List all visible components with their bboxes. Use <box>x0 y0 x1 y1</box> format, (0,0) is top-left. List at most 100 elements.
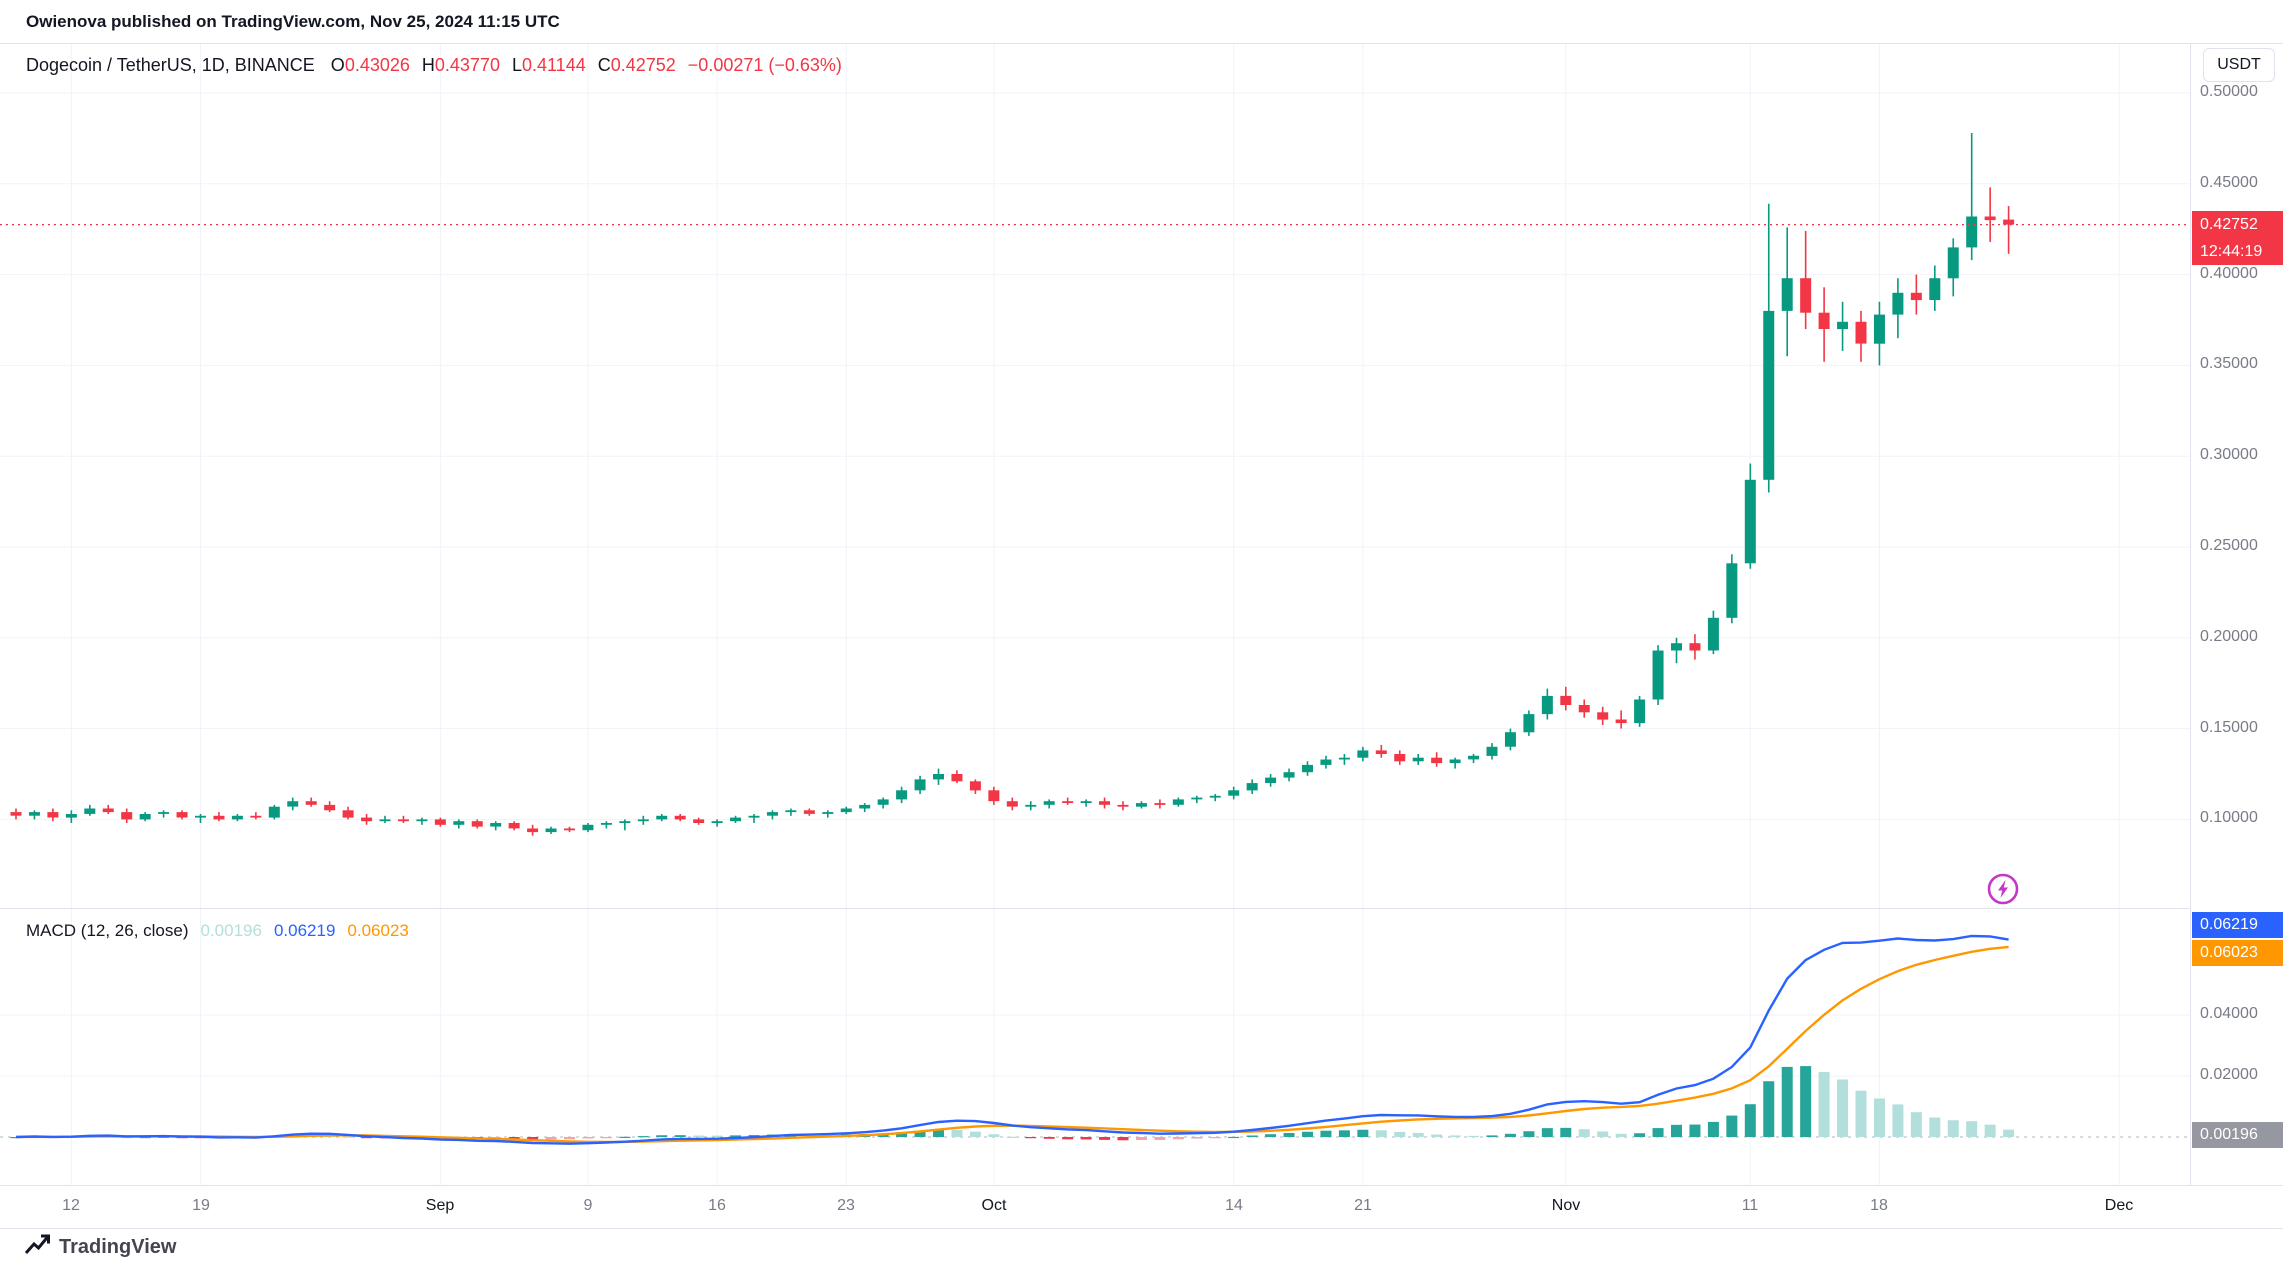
ohlc-low: L0.41144 <box>512 55 586 76</box>
histogram-bar <box>564 1137 575 1140</box>
candle <box>1966 216 1978 248</box>
candle <box>859 804 871 809</box>
tradingview-brand-text[interactable]: TradingView <box>59 1235 177 1258</box>
candle <box>1947 247 1959 279</box>
pane-divider[interactable] <box>0 908 2283 909</box>
ohlc-low-label: L <box>511 55 522 75</box>
candle <box>231 815 243 820</box>
candle <box>453 821 465 825</box>
time-axis-label: 9 <box>583 1197 593 1214</box>
candle <box>1671 643 1682 651</box>
candle <box>361 817 373 822</box>
price-axis[interactable]: USDT 0.42752 12:44:19 0.06219 0.06023 0.… <box>2190 0 2283 1185</box>
histogram-bar <box>1172 1137 1184 1140</box>
candle <box>674 815 686 820</box>
candle <box>1320 759 1332 765</box>
candle <box>397 819 409 822</box>
histogram-bar <box>656 1135 668 1137</box>
candle <box>471 821 483 827</box>
ohlc-low-value: 0.41144 <box>521 55 586 75</box>
candle <box>1597 712 1609 720</box>
time-axis[interactable]: 12 19 Sep 9 16 23 Oct 14 21 Nov 11 18 Dec <box>0 1185 2283 1228</box>
flash-icon[interactable] <box>1985 871 2021 907</box>
candle <box>951 774 963 782</box>
candle <box>1855 321 1867 344</box>
histogram-bar <box>1117 1137 1129 1141</box>
chart-canvas[interactable] <box>0 0 2283 1228</box>
tradingview-logo-icon[interactable] <box>24 1232 50 1263</box>
histogram-bar <box>1246 1135 1258 1137</box>
symbol-title[interactable]: Dogecoin / TetherUS, 1D, BINANCE <box>26 55 315 75</box>
candle <box>1246 783 1258 791</box>
histogram-bar <box>730 1135 742 1137</box>
histogram-bar <box>1412 1132 1424 1137</box>
histogram-bar <box>1560 1127 1572 1137</box>
macd-line-value: 0.06219 <box>273 921 336 940</box>
macd-value-badge: 0.06219 <box>2192 912 2283 938</box>
candle <box>1984 216 1996 221</box>
histogram-bar <box>1929 1117 1941 1137</box>
candle <box>490 823 502 827</box>
time-axis-label: 11 <box>1741 1197 1759 1214</box>
histogram-bar <box>619 1136 631 1139</box>
histogram-bar <box>1984 1124 1996 1137</box>
ohlc-open-value: 0.43026 <box>344 55 410 75</box>
macd-title[interactable]: MACD (12, 26, close) <box>26 921 189 940</box>
candle <box>988 790 1000 802</box>
candle <box>1006 801 1018 807</box>
currency-toggle-button[interactable]: USDT <box>2203 48 2275 82</box>
candle <box>65 814 77 818</box>
candle <box>969 781 981 791</box>
candle <box>822 812 834 814</box>
candle <box>564 828 575 831</box>
candle <box>1265 777 1277 783</box>
histogram-bar <box>1910 1112 1922 1137</box>
histogram-bar <box>1597 1131 1609 1137</box>
time-axis-label: 16 <box>708 1197 726 1214</box>
candle <box>1800 278 1812 313</box>
macd-header: MACD (12, 26, close) 0.00196 0.06219 0.0… <box>26 921 409 941</box>
ohlc-open: O0.43026 <box>331 55 410 76</box>
candle <box>1560 695 1572 705</box>
time-axis-label: Oct <box>981 1197 1007 1214</box>
candle <box>139 814 151 820</box>
price-axis-label: 0.50000 <box>2200 83 2258 100</box>
candle <box>803 810 815 814</box>
time-axis-label: 21 <box>1354 1197 1372 1214</box>
histogram-bar <box>693 1135 705 1137</box>
histogram-bar <box>1099 1137 1111 1140</box>
candle <box>1431 757 1443 764</box>
price-axis-label: 0.45000 <box>2200 174 2258 191</box>
price-axis-label: 0.40000 <box>2200 265 2258 282</box>
histogram-bar <box>1689 1124 1701 1137</box>
signal-value-badge: 0.06023 <box>2192 940 2283 966</box>
price-axis-label: 0.20000 <box>2200 628 2258 645</box>
candle <box>1449 759 1461 764</box>
time-axis-label: 18 <box>1870 1197 1888 1214</box>
symbol-header: Dogecoin / TetherUS, 1D, BINANCE O0.4302… <box>26 55 842 76</box>
candle <box>176 812 188 818</box>
time-axis-label: Dec <box>2104 1197 2134 1214</box>
candle <box>656 815 668 820</box>
candle <box>840 808 852 813</box>
histogram-bar <box>1578 1129 1590 1137</box>
histogram-bar <box>1541 1128 1553 1137</box>
histogram-value-badge: 0.00196 <box>2192 1122 2283 1148</box>
histogram-bar <box>711 1135 723 1137</box>
footer-bar: TradingView <box>0 1228 2283 1265</box>
time-axis-label: Nov <box>1551 1197 1581 1214</box>
histogram-bar <box>1652 1128 1664 1137</box>
histogram-bar <box>1209 1137 1221 1139</box>
candle <box>730 817 742 822</box>
candle <box>1412 757 1424 762</box>
histogram-bar <box>1338 1130 1350 1137</box>
histogram-bar <box>1800 1066 1812 1137</box>
candle <box>28 812 40 816</box>
candle <box>600 823 612 825</box>
histogram-bar <box>1135 1137 1147 1141</box>
histogram-bar <box>637 1136 649 1138</box>
candle <box>619 821 631 823</box>
histogram-bar <box>1191 1137 1203 1139</box>
attribution-bar: Owienova published on TradingView.com, N… <box>0 0 2283 44</box>
